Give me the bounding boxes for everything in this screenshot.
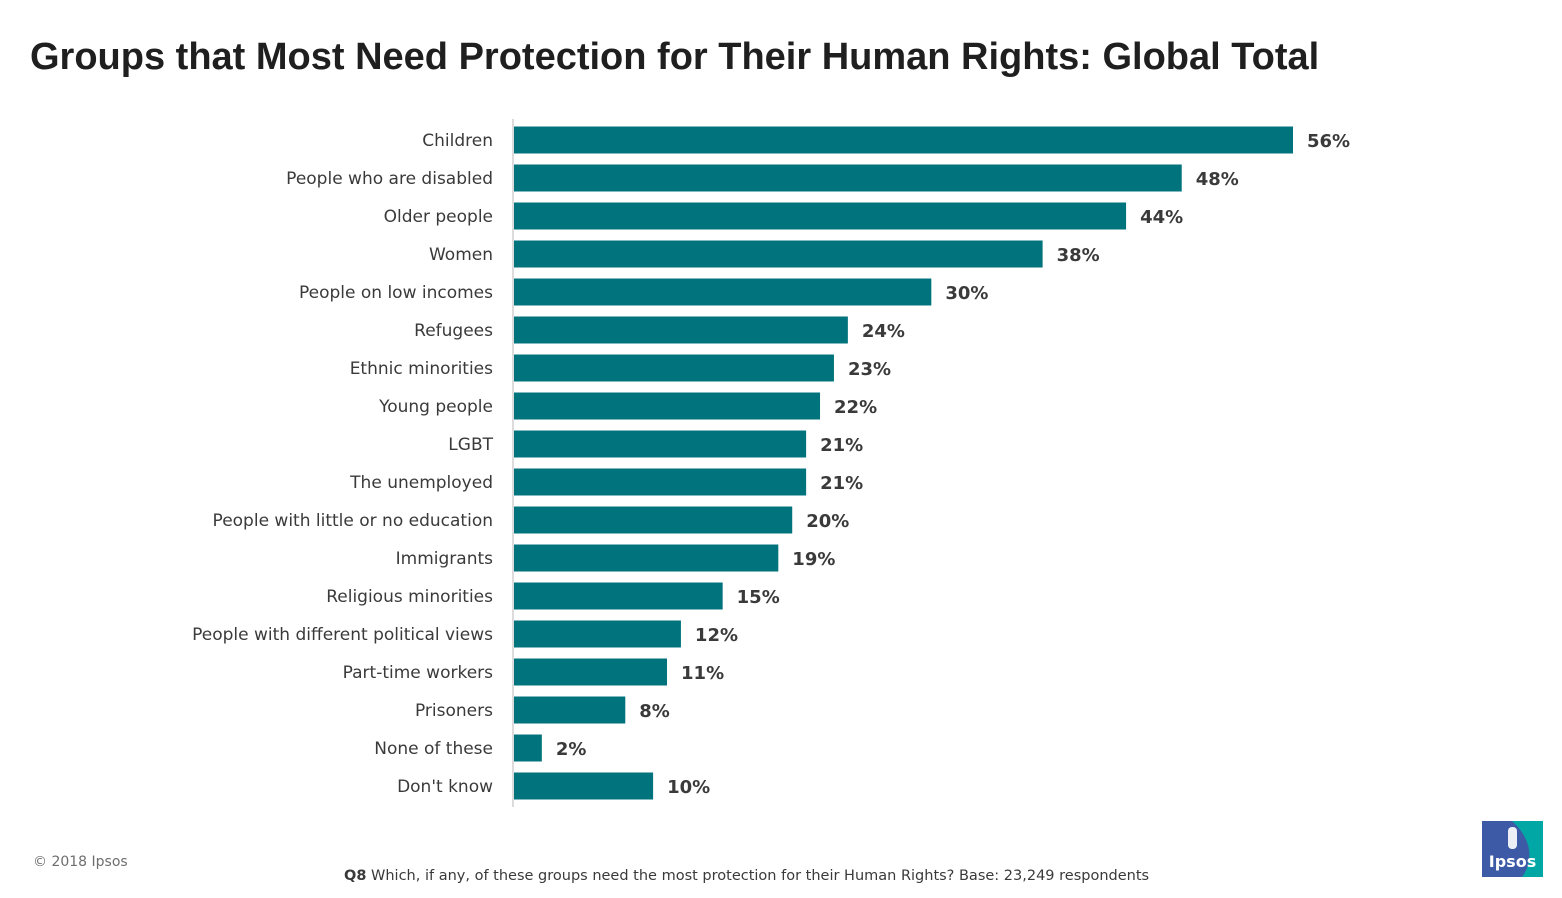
category-label: Ethnic minorities bbox=[350, 359, 493, 379]
category-label: Young people bbox=[378, 397, 493, 417]
bar bbox=[514, 392, 821, 420]
value-label: 30% bbox=[945, 283, 988, 304]
bar bbox=[514, 354, 834, 382]
value-label: 20% bbox=[806, 511, 849, 532]
category-label: Refugees bbox=[414, 321, 493, 341]
value-label: 19% bbox=[792, 549, 835, 570]
category-label: People with different political views bbox=[192, 625, 493, 645]
value-label: 22% bbox=[834, 397, 877, 418]
value-label: 24% bbox=[862, 321, 905, 342]
category-label: Don't know bbox=[397, 777, 493, 797]
bar bbox=[514, 772, 654, 800]
category-label: Children bbox=[422, 131, 493, 151]
chart-title: Groups that Most Need Protection for The… bbox=[30, 36, 1320, 78]
footnote-text: Which, if any, of these groups need the … bbox=[366, 868, 1150, 884]
copyright-text: © 2018 Ipsos bbox=[33, 854, 128, 870]
value-label: 44% bbox=[1140, 207, 1183, 228]
bar bbox=[514, 506, 793, 534]
category-label: People who are disabled bbox=[286, 169, 493, 189]
value-label: 23% bbox=[848, 359, 891, 380]
bar bbox=[514, 696, 626, 724]
category-label: People on low incomes bbox=[299, 283, 493, 303]
footnote-question-label: Q8 bbox=[344, 868, 367, 884]
value-label: 11% bbox=[681, 663, 724, 684]
bar bbox=[514, 430, 807, 458]
value-label: 21% bbox=[820, 435, 863, 456]
category-label: People with little or no education bbox=[213, 511, 493, 531]
bar bbox=[514, 658, 668, 686]
bar bbox=[514, 734, 542, 762]
bar bbox=[514, 544, 779, 572]
bar bbox=[514, 316, 848, 344]
category-label: None of these bbox=[374, 739, 493, 759]
bar bbox=[514, 202, 1127, 230]
value-label: 21% bbox=[820, 473, 863, 494]
category-label: The unemployed bbox=[349, 473, 493, 493]
category-label: LGBT bbox=[448, 435, 493, 455]
bar bbox=[514, 240, 1043, 268]
value-label: 12% bbox=[695, 625, 738, 646]
ipsos-logo-mark bbox=[1482, 821, 1543, 877]
value-label: 10% bbox=[667, 777, 710, 798]
bar bbox=[514, 468, 807, 496]
bar bbox=[514, 278, 932, 306]
category-label: Part-time workers bbox=[343, 663, 493, 683]
category-label: Immigrants bbox=[396, 549, 493, 569]
bar bbox=[514, 582, 723, 610]
category-label: Religious minorities bbox=[326, 587, 493, 607]
value-label: 48% bbox=[1196, 169, 1239, 190]
category-label: Women bbox=[429, 245, 493, 265]
value-label: 8% bbox=[639, 701, 670, 722]
value-label: 38% bbox=[1057, 245, 1100, 266]
footnote: Q8 Which, if any, of these groups need t… bbox=[344, 868, 1149, 884]
category-label: Older people bbox=[384, 207, 493, 227]
value-label: 15% bbox=[737, 587, 780, 608]
bar bbox=[514, 164, 1182, 192]
logo-text: Ipsos bbox=[1488, 852, 1537, 871]
value-label: 2% bbox=[556, 739, 587, 760]
bar bbox=[514, 620, 681, 648]
value-label: 56% bbox=[1307, 131, 1350, 152]
category-label: Prisoners bbox=[415, 701, 493, 721]
ipsos-logo: Ipsos bbox=[1482, 821, 1543, 877]
bar bbox=[514, 126, 1293, 154]
